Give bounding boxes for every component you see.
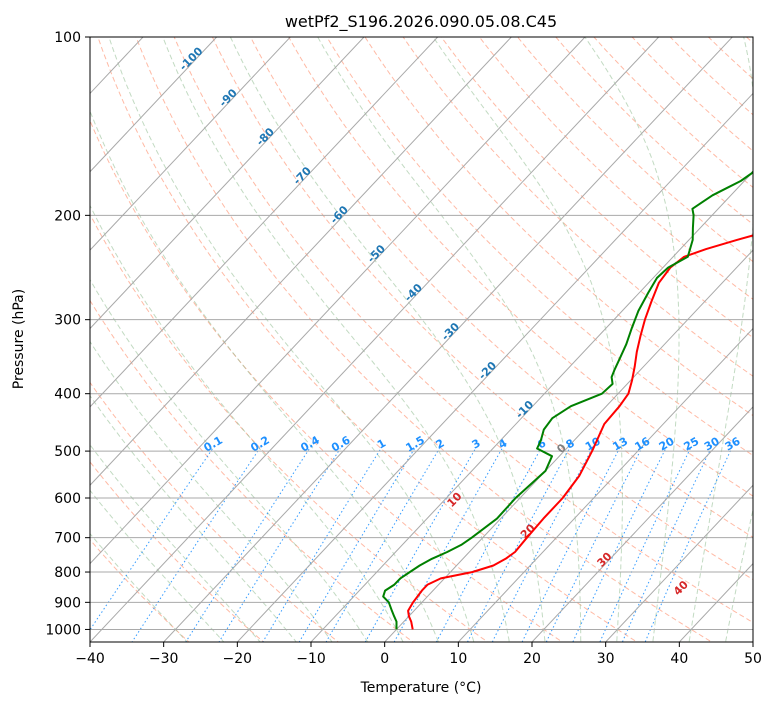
mixing-ratio-line [393,448,503,642]
dry-adiabat-line [288,37,753,497]
isotherm-line [457,327,753,642]
dry-adiabat-line [211,37,753,581]
moist-adiabat-line [432,37,623,642]
isotherm-line [90,37,292,251]
dry-adiabat-line [90,381,340,642]
moist-adiabat-line [584,37,680,642]
dry-adiabat-line [440,37,753,339]
isotherm-line [90,37,218,173]
x-tick-label: −10 [296,651,326,667]
mixing-ratio-line [218,448,341,642]
isotherm-line [90,37,365,330]
isotherm-line [383,249,753,642]
plot-area: -100-90-80-70-60-50-40-30-20-100 1020304… [90,37,753,642]
mixing-ratio-line [599,448,691,642]
plot-frame [89,36,754,643]
x-tick-label: 10 [449,651,467,667]
mixing-ratio-line [364,448,476,642]
mixing-ratio-line [621,448,712,642]
y-tick-label: 800 [54,565,81,581]
y-tick-label: 500 [54,444,81,460]
y-tick-label: 600 [54,491,81,507]
mixing-ratio-line [521,448,620,642]
x-tick-label: −20 [223,651,253,667]
x-tick-label: 40 [670,651,688,667]
y-tick-label: 700 [54,531,81,547]
isotherm-line [90,37,513,486]
dry-adiabat-line [90,119,564,642]
x-axis-ticks: −40 −30 −20 −10 0 10 20 30 40 50 [75,642,762,667]
y-tick-label: 1000 [45,622,81,638]
moist-adiabat-line [229,37,546,642]
moist-adiabat-line [90,532,188,642]
dry-adiabat-line [249,37,753,538]
mixing-ratio-line [491,448,593,642]
moist-adiabat-line [90,204,404,642]
x-tick-label: 0 [380,651,389,667]
dewpoint-line [382,170,753,630]
y-tick-label: 300 [54,313,81,329]
moist-adiabat-line [90,340,333,642]
moist-adiabats [90,37,753,642]
x-axis-label: Temperature (°C) [360,680,482,696]
isotherm-line [604,484,753,642]
y-tick-label: 400 [54,387,81,403]
x-tick-label: 30 [597,651,615,667]
mixing-ratio-line [325,448,440,642]
x-tick-label: −40 [75,651,105,667]
mixing-ratio-line [298,448,416,642]
x-tick-label: 20 [523,651,541,667]
isotherm-line [310,171,753,642]
y-tick-label: 100 [54,30,81,46]
isotherm-line [90,37,660,642]
dry-adiabat-line [402,37,753,377]
isotherm-line [236,92,753,642]
moist-adiabat-line [90,444,261,642]
temperature-line [407,234,753,630]
isotherm-line [162,37,734,642]
dry-adiabat-line [326,37,753,457]
y-axis-ticks: 1000 900 800 700 600 500 400 300 200 100 [45,30,90,638]
isotherm-line [531,406,753,642]
x-tick-label: 50 [744,651,762,667]
moist-adiabat-line [725,507,753,642]
isotherm-line [90,37,439,408]
dry-adiabat-line [97,37,638,642]
x-tick-label: −30 [149,651,179,667]
mixing-ratio-line [644,448,733,642]
dry-adiabat-line [135,37,713,642]
moist-adiabat-line [688,37,753,642]
y-tick-label: 900 [54,595,81,611]
dry-adiabat-line [173,37,753,624]
moist-adiabat-line [90,489,225,642]
dry-adiabats [90,37,753,642]
y-tick-label: 200 [54,208,81,224]
moist-adiabat-line [90,109,440,642]
mixing-ratio-line [262,448,382,642]
mixing-ratio-line [90,448,214,631]
moist-adiabat-line [108,37,475,642]
moist-adiabat-line [162,37,510,642]
moist-adiabat-line [317,37,582,642]
skewed-isotherms [90,37,753,642]
y-axis-label: Pressure (hPa) [11,289,27,389]
chart-title: wetPf2_S196.2026.090.05.08.C45 [285,12,557,32]
mixing-ratio-lines [90,448,733,642]
isotherm-line [90,37,586,565]
